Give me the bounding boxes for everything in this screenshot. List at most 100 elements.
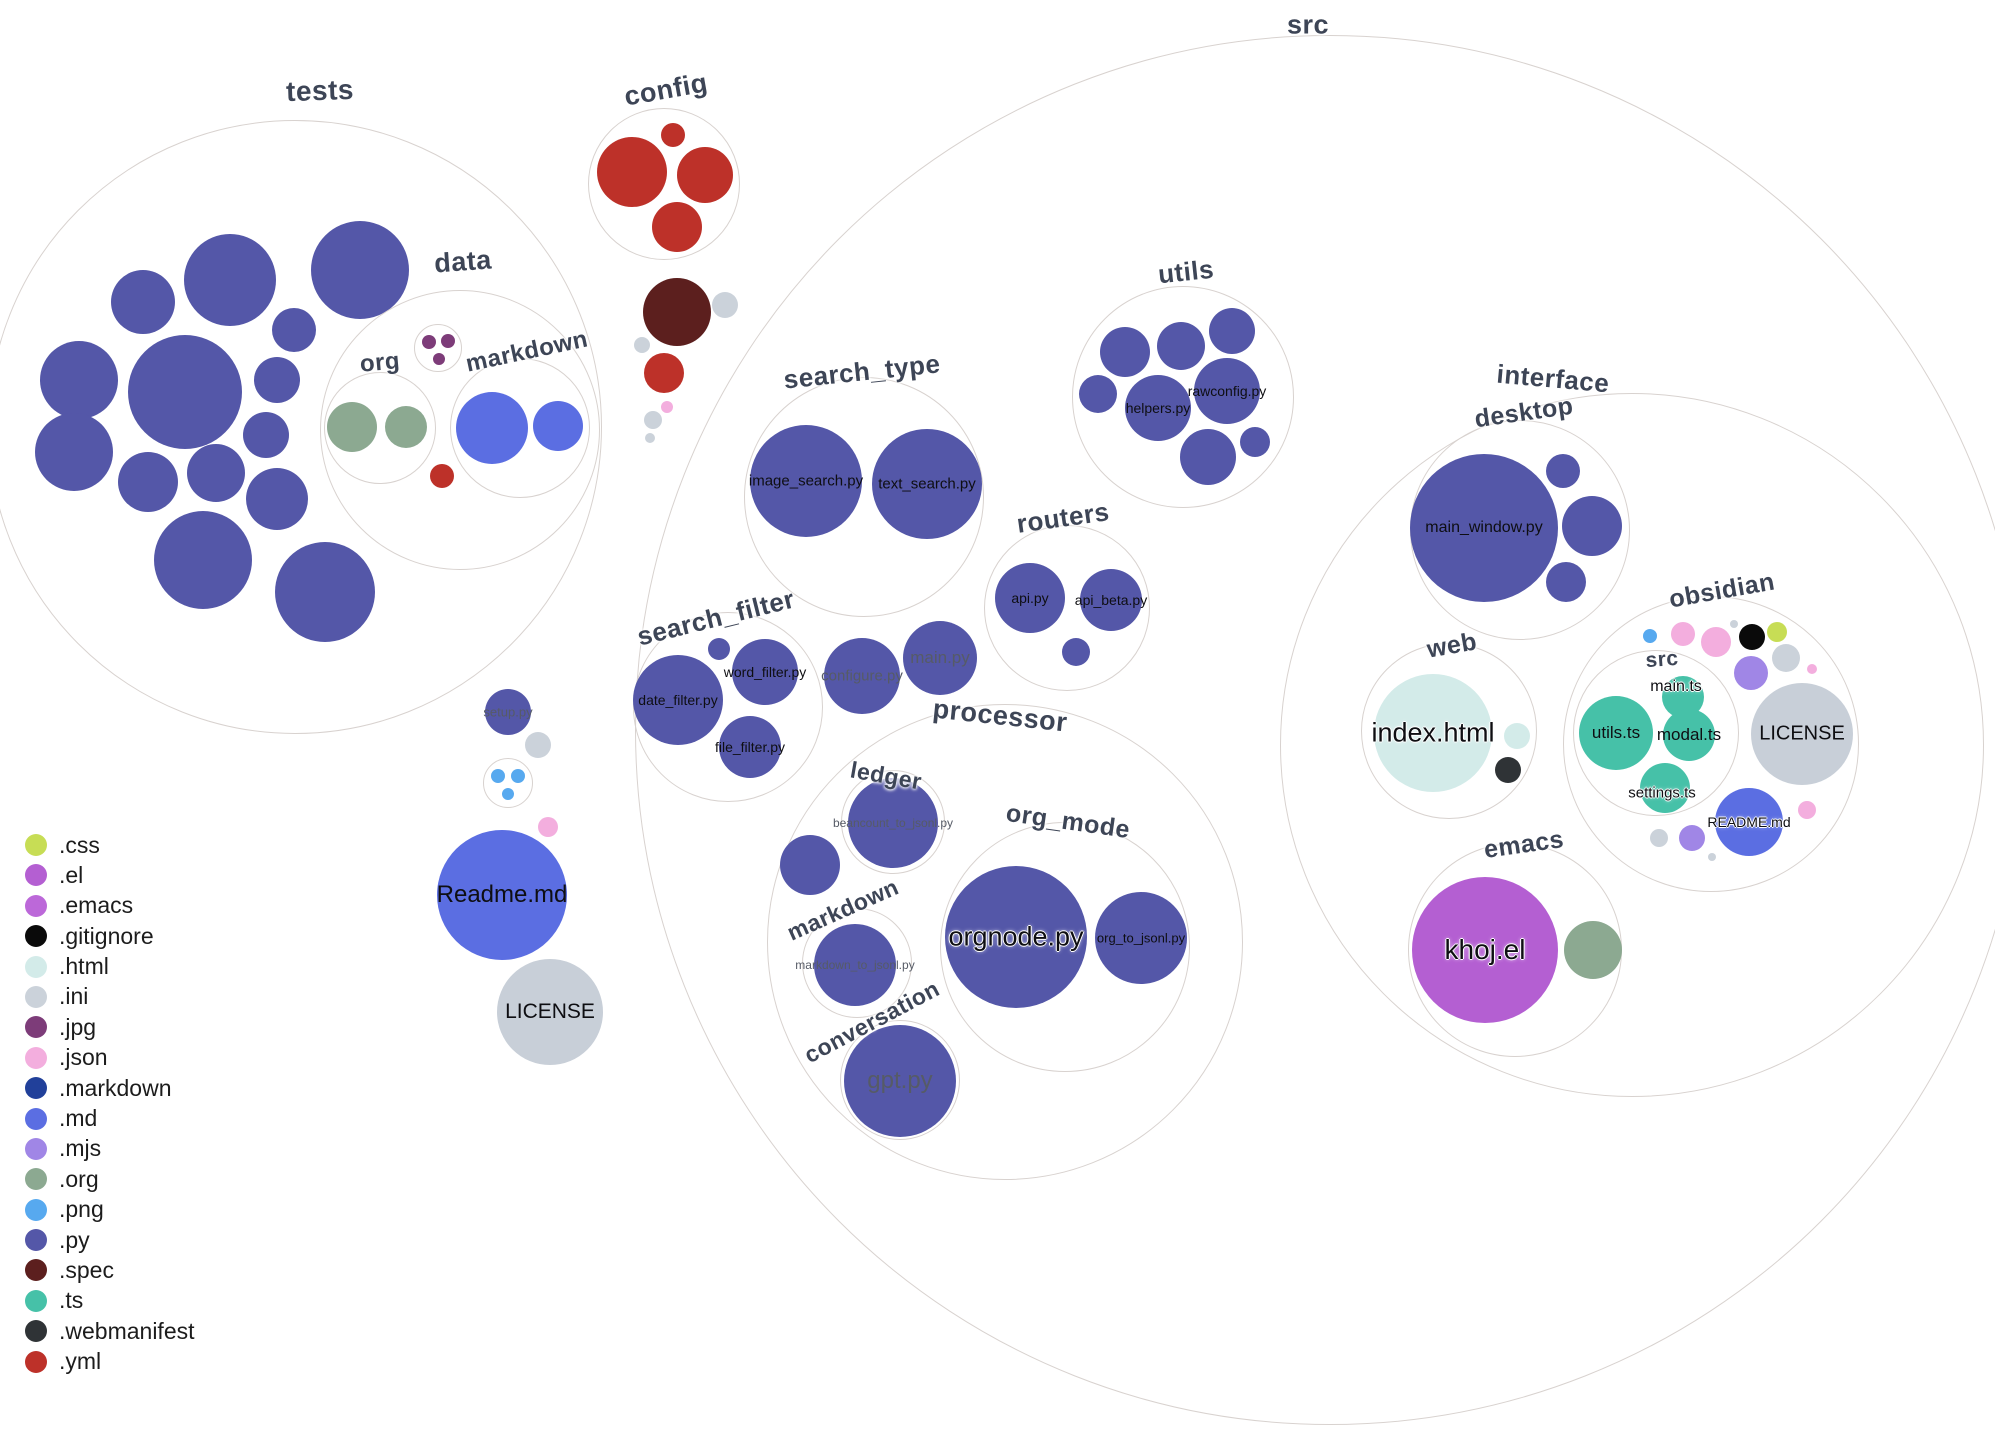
gitignore-swatch-icon — [25, 925, 47, 948]
file-obsidian-css — [1767, 622, 1787, 642]
file-config-yml-3 — [652, 202, 702, 252]
file-data-org-2 — [385, 406, 427, 448]
label-utils-ts-utils-ts: utils.ts — [1591, 723, 1641, 742]
file-data-jpg-1 — [422, 335, 436, 349]
file-utils-ts — [1579, 696, 1653, 770]
legend-item-css: .css — [25, 831, 195, 858]
file-web-webmanifest — [1495, 757, 1521, 783]
file-root-ini-2 — [634, 337, 650, 353]
label-src-src: src — [1286, 9, 1330, 40]
file-modal-ts — [1663, 709, 1715, 761]
label-khoj-el-khoj-el: khoj.el — [1444, 934, 1526, 965]
file-obsidian-license — [1751, 683, 1853, 785]
legend-item-py: .py — [25, 1226, 195, 1253]
ini-swatch-icon — [25, 985, 47, 1008]
legend-label-gitignore: .gitignore — [59, 922, 154, 949]
file-obsidian-ini-4 — [1708, 853, 1716, 861]
file-obsidian-json-2 — [1701, 627, 1731, 657]
file-markdown-to-jsonl-py — [814, 924, 896, 1006]
legend-label-py: .py — [59, 1226, 90, 1253]
file-root-spec — [643, 278, 711, 346]
legend-item-ts: .ts — [25, 1287, 195, 1314]
legend-item-png: .png — [25, 1196, 195, 1222]
legend-item-markdown: .markdown — [25, 1075, 195, 1101]
dir-data-markdown — [450, 358, 590, 498]
file-obsidian-ini-2 — [1772, 644, 1800, 672]
dir-root-png-dir — [483, 758, 533, 808]
file-helpers-py — [1125, 375, 1191, 441]
spec-swatch-icon — [25, 1259, 47, 1282]
label-api-py-api-py: api.py — [1011, 590, 1049, 606]
file-obsidian-gitignore — [1739, 624, 1765, 650]
label-main-py-main-py: main.py — [910, 648, 970, 667]
org-swatch-icon — [25, 1168, 47, 1191]
file-routers-py-1 — [1062, 638, 1090, 666]
dir-org-mode — [940, 822, 1190, 1072]
json-swatch-icon — [25, 1046, 47, 1069]
legend-item-json: .json — [25, 1044, 195, 1070]
legend-label-jpg: .jpg — [59, 1013, 97, 1040]
file-data-yml — [430, 464, 454, 488]
file-rawconfig-py — [1194, 358, 1260, 424]
jpg-swatch-icon — [25, 1016, 47, 1039]
dir-utils — [1072, 286, 1294, 508]
mjs-swatch-icon — [25, 1137, 47, 1160]
file-utils-py-1 — [1100, 327, 1150, 377]
label-setup-py-setup-py: setup.py — [483, 704, 533, 720]
file-root-json-1 — [661, 401, 673, 413]
file-obsidian-json-3 — [1807, 664, 1817, 674]
file-emacs-org — [1564, 921, 1622, 979]
label-utils-utils: utils — [1156, 253, 1216, 290]
file-text-search-py — [872, 429, 982, 539]
file-root-ini-1 — [712, 292, 738, 318]
legend-label-yml: .yml — [59, 1348, 102, 1375]
file-org-to-jsonl-py — [1095, 892, 1187, 984]
legend-item-emacs: .emacs — [25, 892, 195, 918]
label-license-license: LICENSE — [505, 1000, 595, 1023]
file-processor-py-1 — [780, 835, 840, 895]
dir-config — [588, 108, 740, 260]
dir-ledger — [841, 770, 945, 874]
label-date-filter-py-date-filter-py: date_filter.py — [638, 692, 718, 708]
legend-item-yml: .yml — [25, 1348, 195, 1375]
file-root-json-2 — [538, 817, 558, 837]
file-tests-py-7 — [254, 357, 300, 403]
legend-label-el: .el — [59, 861, 84, 888]
file-data-org-1 — [327, 402, 377, 452]
label-word-filter-py-word-filter-py: word_filter.py — [723, 664, 807, 680]
file-config-yml-4 — [661, 123, 685, 147]
label-modal-ts-modal-ts: modal.ts — [1656, 725, 1722, 744]
legend-label-webmanifest: .webmanifest — [59, 1317, 195, 1344]
label-main-ts-main-ts: main.ts — [1650, 678, 1702, 695]
file-config-yml-2 — [677, 147, 733, 203]
file-web-html-1 — [1504, 723, 1530, 749]
legend-item-spec: .spec — [25, 1257, 195, 1283]
legend-label-css: .css — [59, 831, 100, 858]
file-api-py — [995, 563, 1065, 633]
file-tests-py-3 — [311, 221, 409, 319]
file-tests-py-11 — [243, 412, 289, 458]
file-utils-py-2 — [1157, 322, 1205, 370]
md-swatch-icon — [25, 1107, 47, 1130]
file-obsidian-json-1 — [1671, 622, 1695, 646]
ts-swatch-icon — [25, 1289, 47, 1312]
file-utils-py-4 — [1079, 375, 1117, 413]
file-desktop-py-3 — [1546, 562, 1586, 602]
label-org-data-org: org — [358, 347, 402, 378]
file-utils-py-3 — [1209, 308, 1255, 354]
file-tests-py-9 — [118, 452, 178, 512]
legend-item-org: .org — [25, 1166, 195, 1192]
file-readme-md — [437, 830, 567, 960]
legend-label-ini: .ini — [59, 983, 89, 1010]
file-tests-py-2 — [111, 270, 175, 334]
file-gpt-py — [844, 1025, 956, 1137]
legend-label-mjs: .mjs — [59, 1135, 102, 1162]
legend-item-gitignore: .gitignore — [25, 922, 195, 949]
legend-item-html: .html — [25, 953, 195, 979]
label-data-data: data — [433, 244, 493, 279]
file-root-ini-3 — [644, 411, 662, 429]
legend-label-ts: .ts — [59, 1287, 84, 1314]
label-text-search-py-text-search-py: text_search.py — [878, 475, 976, 493]
label-settings-ts-settings-ts: settings.ts — [1628, 784, 1696, 802]
